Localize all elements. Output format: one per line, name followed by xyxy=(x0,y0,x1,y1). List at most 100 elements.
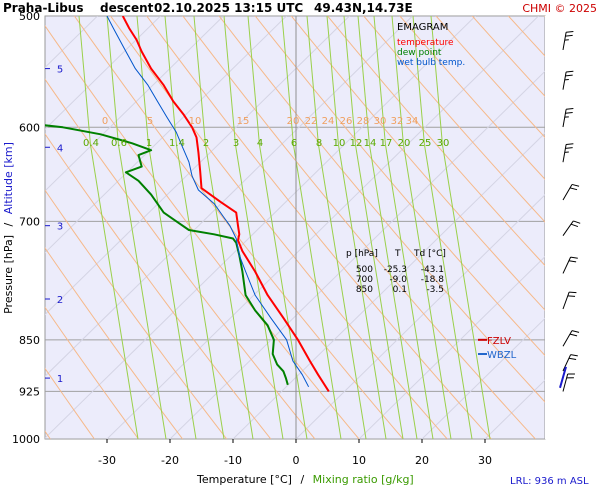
series-wet-bulb-temp-line xyxy=(106,16,310,388)
isotherm-line xyxy=(45,16,413,377)
wind-barb-shaft xyxy=(562,109,567,128)
mixing-ratio-label: 8 xyxy=(316,138,322,149)
legend-temperature: temperature xyxy=(397,38,454,48)
mixing-ratio-line xyxy=(136,16,149,146)
dry-adiabat-line xyxy=(326,16,545,267)
pressure-tick-label: 600 xyxy=(19,121,40,134)
isotherm-line xyxy=(45,16,350,316)
table-cell: -3.5 xyxy=(426,285,444,295)
level-label: WBZL xyxy=(487,350,517,361)
table-cell: 850 xyxy=(356,285,373,295)
wind-barb-shaft xyxy=(562,373,569,392)
mixing-ratio-line xyxy=(164,16,177,146)
dry-adiabat-line xyxy=(45,24,360,439)
wind-barb-feather xyxy=(571,330,580,333)
level-label: FZLV xyxy=(487,336,511,347)
dry-adiabat-label: 34 xyxy=(406,116,419,127)
mixing-ratio-lines xyxy=(78,16,491,439)
special-levels: FZLV WBZL xyxy=(478,336,517,361)
temperature-tick-label: 0 xyxy=(293,454,300,467)
dry-adiabat-line xyxy=(218,16,545,403)
isotherm-line xyxy=(45,16,161,130)
y-axis-pressure-label: Pressure [hPa] xyxy=(2,235,15,314)
mixing-ratio-line xyxy=(391,16,404,146)
wind-barb-feather xyxy=(565,74,573,77)
wind-barbs xyxy=(559,30,581,392)
mixing-ratio-line xyxy=(442,144,491,439)
dry-adiabat-line xyxy=(435,16,545,139)
mixing-ratio-label: 12 xyxy=(350,138,363,149)
wind-barb-feather xyxy=(569,333,578,337)
series-temperature-line xyxy=(121,16,330,392)
dry-adiabat-line xyxy=(45,78,316,439)
pressure-tick-label: 700 xyxy=(19,215,40,228)
wind-barb-feather xyxy=(565,111,573,114)
table-cell: -25.3 xyxy=(384,265,407,275)
mixing-ratio-line xyxy=(373,16,386,146)
wind-barb-shaft xyxy=(562,144,567,163)
mixing-ratio-label: 1 xyxy=(146,138,152,149)
x-axis-separator: / xyxy=(300,473,304,486)
dry-adiabat-line xyxy=(73,16,404,439)
wind-barb-feather xyxy=(566,70,574,73)
table-cell: -43.1 xyxy=(421,265,444,275)
mixing-ratio-line xyxy=(259,144,308,439)
dry-adiabat-label: 28 xyxy=(357,116,370,127)
wind-barb xyxy=(562,256,578,274)
dry-adiabat-label: 32 xyxy=(391,116,404,127)
wind-barb-feather xyxy=(568,260,577,263)
isotherm-line xyxy=(45,16,224,192)
table-cell: 700 xyxy=(356,275,373,285)
wind-panel xyxy=(545,16,600,439)
mixing-ratio-line xyxy=(403,144,452,439)
y-axis-altitude-label: Altitude [km] xyxy=(2,142,15,214)
legend-title: EMAGRAM xyxy=(397,22,448,33)
wind-barb-feather xyxy=(564,39,569,41)
mixing-ratio-label: 14 xyxy=(364,138,377,149)
isotherm-line xyxy=(295,194,545,439)
mixing-ratio-line xyxy=(106,16,119,146)
pressure-tick-label: 850 xyxy=(19,334,40,347)
header-position: 49.43N,14.73E xyxy=(314,1,413,15)
wind-barb-shaft xyxy=(562,291,570,310)
series-dew-point-line xyxy=(45,124,289,386)
table-header-p: p [hPa] xyxy=(346,249,378,259)
dry-adiabat-line xyxy=(254,16,545,357)
dry-adiabat-label: 10 xyxy=(189,116,202,127)
dry-adiabat-label: 20 xyxy=(287,116,300,127)
wind-barb xyxy=(562,143,574,163)
temperature-tick-label: -20 xyxy=(161,454,179,467)
isotherm-line xyxy=(232,132,545,439)
mixing-ratio-line xyxy=(235,144,284,439)
profile-series xyxy=(45,16,330,392)
mixing-ratio-line xyxy=(430,16,443,146)
x-axis-mixing-ratio-label: Mixing ratio [g/kg] xyxy=(313,473,414,486)
altitude-tick-label: 3 xyxy=(57,222,63,233)
mixing-ratio-line xyxy=(176,144,225,439)
wind-barb xyxy=(562,291,577,310)
wind-barb-feather xyxy=(569,291,577,294)
mixing-ratio-line xyxy=(326,16,339,146)
wind-barb xyxy=(562,354,578,372)
mixing-ratio-line xyxy=(343,16,356,146)
wind-barb-lowest xyxy=(559,366,567,389)
mixing-ratio-line xyxy=(369,144,418,439)
mixing-ratio-line xyxy=(306,16,319,146)
pressure-tick-label: 1000 xyxy=(12,433,40,446)
isotherm-line xyxy=(358,255,545,439)
wind-barb-feather xyxy=(565,34,573,37)
wind-barb-shaft xyxy=(562,220,574,236)
header-station: Praha-Libus xyxy=(3,1,83,15)
dry-adiabat-label: 22 xyxy=(305,116,318,127)
wind-barb-shaft xyxy=(562,71,567,90)
mixing-ratio-label: 3 xyxy=(233,138,239,149)
dry-adiabat-line xyxy=(471,16,545,98)
mixing-ratio-line xyxy=(293,144,342,439)
temperature-tick-label: 30 xyxy=(478,454,492,467)
dry-adiabat-line xyxy=(45,247,183,439)
dry-adiabat-label: 15 xyxy=(237,116,250,127)
temperature-tick-label: -30 xyxy=(98,454,116,467)
mixing-ratio-line xyxy=(338,144,387,439)
dry-adiabat-line xyxy=(45,189,228,439)
